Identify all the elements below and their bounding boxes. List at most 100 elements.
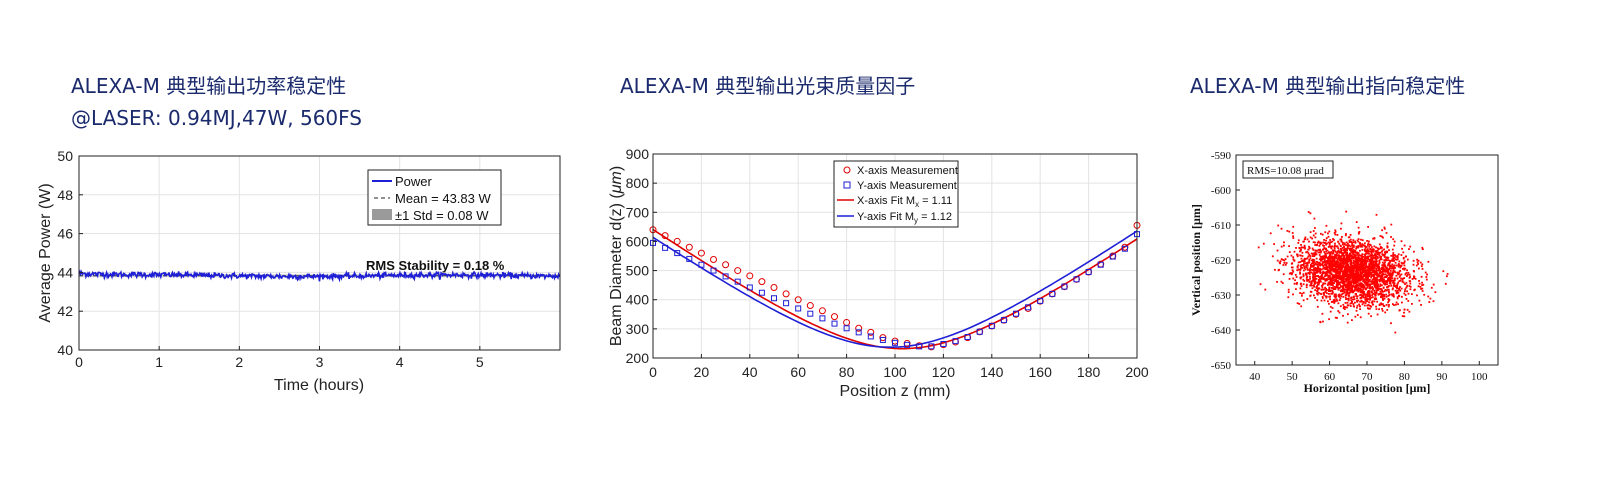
pointing-scatter-point [1350,290,1352,293]
pointing-scatter-point [1345,283,1348,286]
pointing-scatter-point [1397,265,1400,268]
pointing-scatter-point [1280,227,1283,230]
pointing-scatter-point [1348,297,1350,300]
pointing-scatter-point [1331,267,1334,269]
beam-x-tick-label: 60 [790,364,806,380]
pointing-scatter-point [1312,249,1315,251]
pointing-scatter-point [1320,259,1323,262]
pointing-scatter-point [1398,287,1400,290]
pointing-scatter-point [1339,271,1341,274]
pointing-scatter-point [1376,300,1379,303]
pointing-scatter-point [1375,287,1377,289]
pointing-scatter-point [1335,284,1338,287]
pointing-scatter-point [1321,284,1323,287]
pointing-scatter-point [1329,270,1332,273]
pointing-scatter-point [1381,296,1384,298]
pointing-scatter-point [1320,257,1322,260]
pointing-scatter-point [1351,291,1354,294]
pointing-scatter-point [1334,242,1336,245]
pointing-scatter-point [1321,233,1324,236]
pointing-scatter-point [1392,259,1394,262]
pointing-scatter-point [1314,241,1316,244]
pointing-scatter-point [1337,294,1340,297]
pointing-scatter-point [1321,274,1324,277]
pointing-scatter-point [1325,250,1328,253]
pointing-scatter-point [1391,279,1393,282]
pointing-scatter-point [1308,281,1311,283]
pointing-scatter-point [1348,241,1351,243]
pointing-scatter-point [1364,261,1366,264]
pointing-scatter-point [1345,269,1348,272]
pointing-scatter-point [1326,292,1328,295]
pointing-scatter-point [1339,263,1342,265]
pointing-scatter-point [1329,282,1332,285]
pointing-scatter-point [1337,249,1340,252]
pointing-scatter-point [1325,267,1328,270]
beam-legend-x-meas: X-axis Measurement [857,165,958,177]
pointing-scatter-point [1338,251,1341,254]
pointing-scatter-point [1332,259,1335,261]
pointing-x-tick-label: 90 [1436,371,1448,383]
pointing-scatter-point [1387,295,1390,297]
pointing-scatter-point [1335,266,1338,269]
pointing-scatter-point [1359,283,1362,285]
pointing-scatter-point [1322,320,1324,323]
pointing-scatter-point [1366,304,1369,307]
pointing-scatter-point [1329,305,1332,308]
pointing-scatter-point [1368,269,1371,271]
pointing-scatter-point [1325,260,1328,262]
pointing-scatter-point [1367,295,1370,297]
pointing-scatter-point [1364,297,1367,299]
beam-x-fit-line [652,228,1138,350]
pointing-scatter-point [1393,260,1395,262]
pointing-scatter-point [1402,262,1405,265]
pointing-scatter-point [1395,303,1397,306]
pointing-scatter-point [1387,272,1389,275]
pointing-chart: 40 50 60 70 80 90 100-590-600-610-620-630-640-… [1189,150,1499,395]
pointing-scatter-point [1339,294,1342,297]
pointing-scatter-point [1374,297,1377,300]
pointing-scatter-point [1370,272,1372,275]
pointing-scatter-point [1338,295,1340,298]
pointing-scatter-point [1349,258,1351,261]
pointing-scatter-point [1344,262,1347,265]
pointing-scatter-point [1353,286,1356,289]
pointing-scatter-point [1396,255,1399,257]
pointing-scatter-point [1380,268,1383,271]
pointing-scatter-point [1303,267,1306,270]
pointing-scatter-point [1339,269,1342,271]
pointing-scatter-point [1306,262,1308,265]
pointing-scatter-point [1362,279,1365,281]
pointing-scatter-point [1375,292,1378,294]
pointing-scatter-point [1362,280,1365,283]
pointing-scatter-point [1343,270,1345,272]
pointing-scatter-point [1367,251,1370,253]
pointing-scatter-point [1318,281,1320,284]
beam-measurement-points [649,221,1141,351]
pointing-scatter-point [1329,310,1332,313]
pointing-scatter-point [1330,267,1333,270]
pointing-scatter-point [1316,289,1319,292]
pointing-scatter-point [1346,304,1349,307]
pointing-scatter-point [1395,255,1397,258]
pointing-scatter-point [1381,276,1384,279]
pointing-scatter-point [1352,241,1355,244]
pointing-scatter-point [1291,262,1294,265]
pointing-scatter-point [1434,291,1437,294]
pointing-scatter-point [1337,274,1340,277]
pointing-scatter-point [1315,257,1318,260]
pointing-scatter-point [1302,264,1305,267]
beam-y-measurement-point [1037,297,1044,304]
pointing-x-tick-label: 60 [1324,371,1336,383]
pointing-scatter-point [1370,274,1373,277]
pointing-scatter-point [1403,311,1405,314]
pointing-scatter-point [1346,277,1349,279]
pointing-scatter-point [1381,261,1384,264]
pointing-scatter-point [1341,270,1344,273]
pointing-scatter-point [1316,243,1319,246]
pointing-scatter-point [1315,270,1318,273]
pointing-scatter-point [1326,257,1329,259]
pointing-scatter-point [1364,262,1367,265]
pointing-scatter-point [1309,277,1311,280]
pointing-scatter-point [1341,281,1344,284]
